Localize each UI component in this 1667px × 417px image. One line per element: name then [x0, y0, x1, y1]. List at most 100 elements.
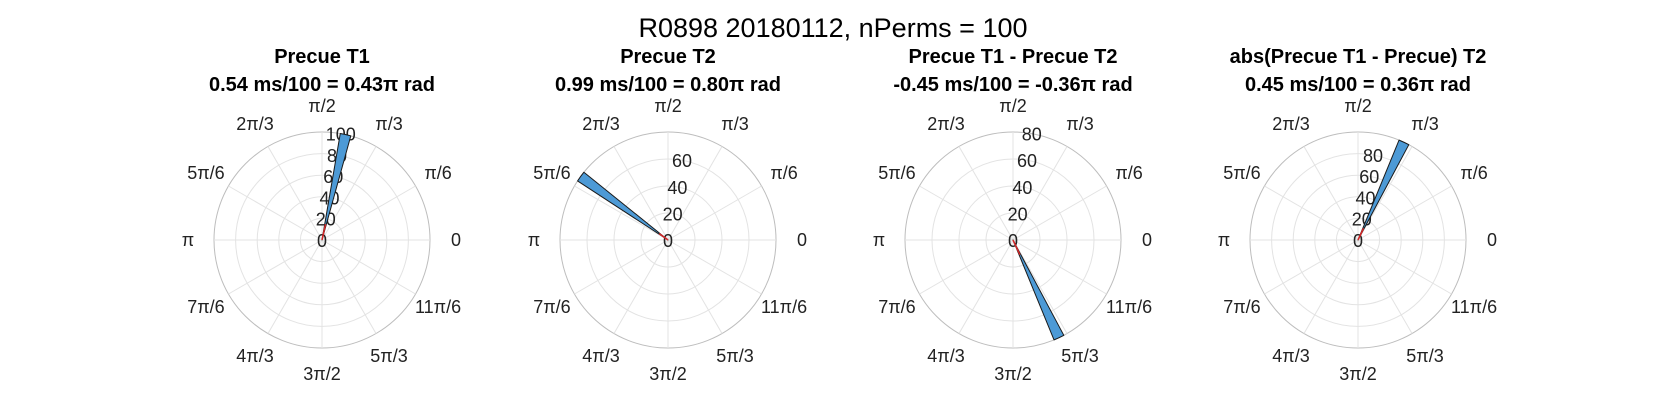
theta-tick-label: 5π/6 — [878, 163, 915, 183]
panel-subtitle: 0.54 ms/100 = 0.43π rad — [209, 74, 435, 96]
polar-panel-4: abs(Precue T1 - Precue) T2 0.45 ms/100 =… — [1218, 46, 1497, 384]
grid-spoke — [574, 185, 669, 241]
mean-vector-line — [1357, 227, 1365, 241]
panel-title: abs(Precue T1 - Precue) T2 — [1230, 46, 1487, 68]
grid-spoke — [1357, 239, 1413, 334]
grid-spoke — [958, 239, 1014, 334]
histogram-bar — [321, 133, 352, 241]
grid-spoke — [321, 185, 416, 241]
theta-tick-label: 4π/3 — [582, 346, 619, 366]
grid-spoke — [1012, 185, 1107, 241]
grid-spoke — [958, 146, 1014, 241]
grid-spoke — [919, 185, 1014, 241]
polar-plot-area: 0 π/6 π/3 π/2 2π/3 5π/6 π 7π/6 4π/3 3π/2 5π/3 11π/6… — [182, 96, 461, 384]
grid-spoke — [321, 146, 377, 241]
grid-spoke — [667, 239, 762, 295]
theta-tick-label: π/6 — [1115, 163, 1142, 183]
theta-tick-label: 0 — [1142, 230, 1152, 250]
theta-tick-label: 7π/6 — [533, 297, 570, 317]
r-tick-label: 0 — [1353, 231, 1363, 251]
grid-spoke — [228, 185, 323, 241]
theta-tick-label: 4π/3 — [1272, 346, 1309, 366]
figure-suptitle: R0898 20180112, nPerms = 100 — [638, 13, 1027, 43]
r-tick-label: 20 — [1352, 210, 1372, 230]
theta-tick-label: π/3 — [721, 114, 748, 134]
theta-tick-label: 11π/6 — [1451, 297, 1497, 317]
theta-tick-label: 5π/3 — [370, 346, 407, 366]
theta-tick-label: 5π/3 — [1406, 346, 1443, 366]
grid-spoke — [667, 185, 762, 241]
r-tick-label: 40 — [1355, 188, 1375, 208]
theta-tick-label: 11π/6 — [761, 297, 807, 317]
theta-tick-label: π/2 — [999, 96, 1026, 116]
polar-plot-area: 0 π/6 π/3 π/2 2π/3 5π/6 π 7π/6 4π/3 3π/2 5π/3 11π/6… — [1218, 96, 1497, 384]
grid-spoke — [613, 239, 669, 334]
theta-tick-label: π/6 — [770, 163, 797, 183]
theta-tick-label: π/3 — [375, 114, 402, 134]
polar-plot-area: 0 π/6 π/3 π/2 2π/3 5π/6 π 7π/6 4π/3 3π/2 5π/3 11π/6… — [873, 96, 1152, 384]
theta-tick-label: π/3 — [1066, 114, 1093, 134]
theta-tick-label: 11π/6 — [1106, 297, 1152, 317]
theta-tick-label: 3π/2 — [1339, 364, 1376, 384]
r-tick-label: 60 — [1359, 167, 1379, 187]
grid-spoke — [1357, 239, 1452, 295]
panel-title: Precue T1 — [274, 46, 370, 68]
mean-vector-line — [658, 233, 669, 241]
theta-tick-label: 4π/3 — [927, 346, 964, 366]
theta-tick-label: 0 — [1487, 230, 1497, 250]
r-tick-label: 80 — [1022, 125, 1042, 145]
theta-tick-label: π/3 — [1411, 114, 1438, 134]
polar-plot-area: 0 π/6 π/3 π/2 2π/3 5π/6 π 7π/6 4π/3 3π/2 5π/3 11π/6… — [528, 96, 807, 384]
theta-tick-label: 7π/6 — [187, 297, 224, 317]
grid-spoke — [1303, 239, 1359, 334]
theta-tick-label: 2π/3 — [1272, 114, 1309, 134]
grid-spoke — [1012, 239, 1068, 334]
grid-spoke — [667, 146, 723, 241]
grid-spoke — [321, 239, 416, 295]
r-tick-label: 60 — [672, 151, 692, 171]
grid-spoke — [1012, 239, 1107, 295]
r-tick-label: 40 — [667, 178, 687, 198]
theta-tick-label: 2π/3 — [927, 114, 964, 134]
mean-vector-line — [321, 224, 327, 241]
grid-spoke — [1264, 239, 1359, 295]
histogram-bar — [577, 171, 669, 241]
polar-panel-1: Precue T1 0.54 ms/100 = 0.43π rad 0 π/6 π/… — [182, 46, 461, 384]
r-tick-label: 40 — [1012, 178, 1032, 198]
theta-tick-label: π/2 — [1344, 96, 1371, 116]
grid-spoke — [919, 239, 1014, 295]
r-tick-label: 80 — [1363, 146, 1383, 166]
theta-tick-label: 7π/6 — [1223, 297, 1260, 317]
theta-tick-label: 5π/6 — [187, 163, 224, 183]
panel-title: Precue T1 - Precue T2 — [909, 46, 1118, 68]
grid-spoke — [667, 239, 723, 334]
theta-tick-label: 5π/6 — [1223, 163, 1260, 183]
mean-vector-line — [1012, 239, 1021, 255]
theta-tick-label: 5π/3 — [716, 346, 753, 366]
grid-spoke — [613, 146, 669, 241]
theta-tick-label: 3π/2 — [994, 364, 1031, 384]
theta-tick-label: 2π/3 — [236, 114, 273, 134]
polar-panel-2: Precue T2 0.99 ms/100 = 0.80π rad 0 π/6 π/… — [528, 46, 807, 384]
panel-title: Precue T2 — [620, 46, 716, 68]
polar-panel-3: Precue T1 - Precue T2 -0.45 ms/100 = -0.… — [873, 46, 1152, 384]
grid-spoke — [267, 239, 323, 334]
theta-tick-label: 0 — [451, 230, 461, 250]
grid-spoke — [321, 239, 377, 334]
theta-tick-label: 3π/2 — [303, 364, 340, 384]
theta-tick-label: π — [182, 230, 194, 250]
theta-tick-label: 4π/3 — [236, 346, 273, 366]
grid-spoke — [267, 146, 323, 241]
theta-tick-label: 5π/6 — [533, 163, 570, 183]
r-tick-label: 20 — [663, 204, 683, 224]
theta-tick-label: π/6 — [1460, 163, 1487, 183]
panel-subtitle: -0.45 ms/100 = -0.36π rad — [893, 74, 1132, 96]
panel-subtitle: 0.99 ms/100 = 0.80π rad — [555, 74, 781, 96]
theta-tick-label: 5π/3 — [1061, 346, 1098, 366]
r-tick-label: 60 — [1017, 151, 1037, 171]
grid-spoke — [228, 239, 323, 295]
grid-spoke — [1357, 146, 1413, 241]
grid-spoke — [1357, 185, 1452, 241]
grid-spoke — [1303, 146, 1359, 241]
